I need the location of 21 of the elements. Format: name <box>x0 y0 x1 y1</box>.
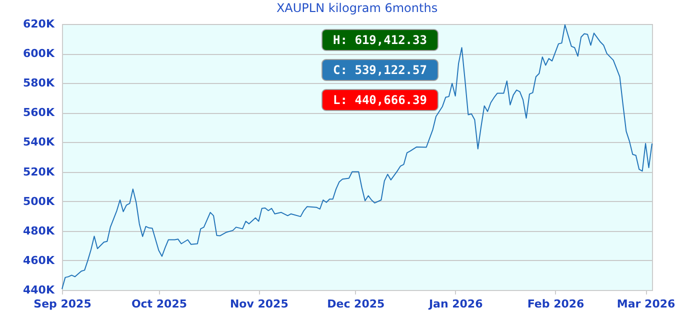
y-tick-label: 580K <box>23 76 55 90</box>
x-tick-label: Sep 2025 <box>34 298 92 310</box>
y-tick-label: 480K <box>23 224 55 238</box>
y-tick-label: 500K <box>23 194 55 208</box>
y-tick-label: 520K <box>23 165 55 178</box>
x-tick-label: Feb 2026 <box>527 298 585 310</box>
y-tick-label: 440K <box>23 284 55 296</box>
annotation: L: 440,666.39 <box>333 93 427 107</box>
y-tick-label: 540K <box>23 136 55 149</box>
x-tick-label: Nov 2025 <box>230 298 288 310</box>
x-tick-label: Jan 2026 <box>428 298 484 310</box>
x-tick-label: Oct 2025 <box>131 298 188 310</box>
x-tick-label: Mar 2026 <box>616 298 676 310</box>
y-tick-label: 560K <box>23 106 55 120</box>
x-tick-label: Dec 2025 <box>327 298 385 310</box>
chart-title: XAUPLN kilogram 6months <box>276 1 438 15</box>
annotation: H: 619,412.33 <box>333 33 427 47</box>
y-tick-label: 460K <box>23 254 55 267</box>
annotation: C: 539,122.57 <box>333 63 427 77</box>
y-tick-label: 620K <box>23 18 55 30</box>
y-tick-label: 600K <box>23 47 55 60</box>
